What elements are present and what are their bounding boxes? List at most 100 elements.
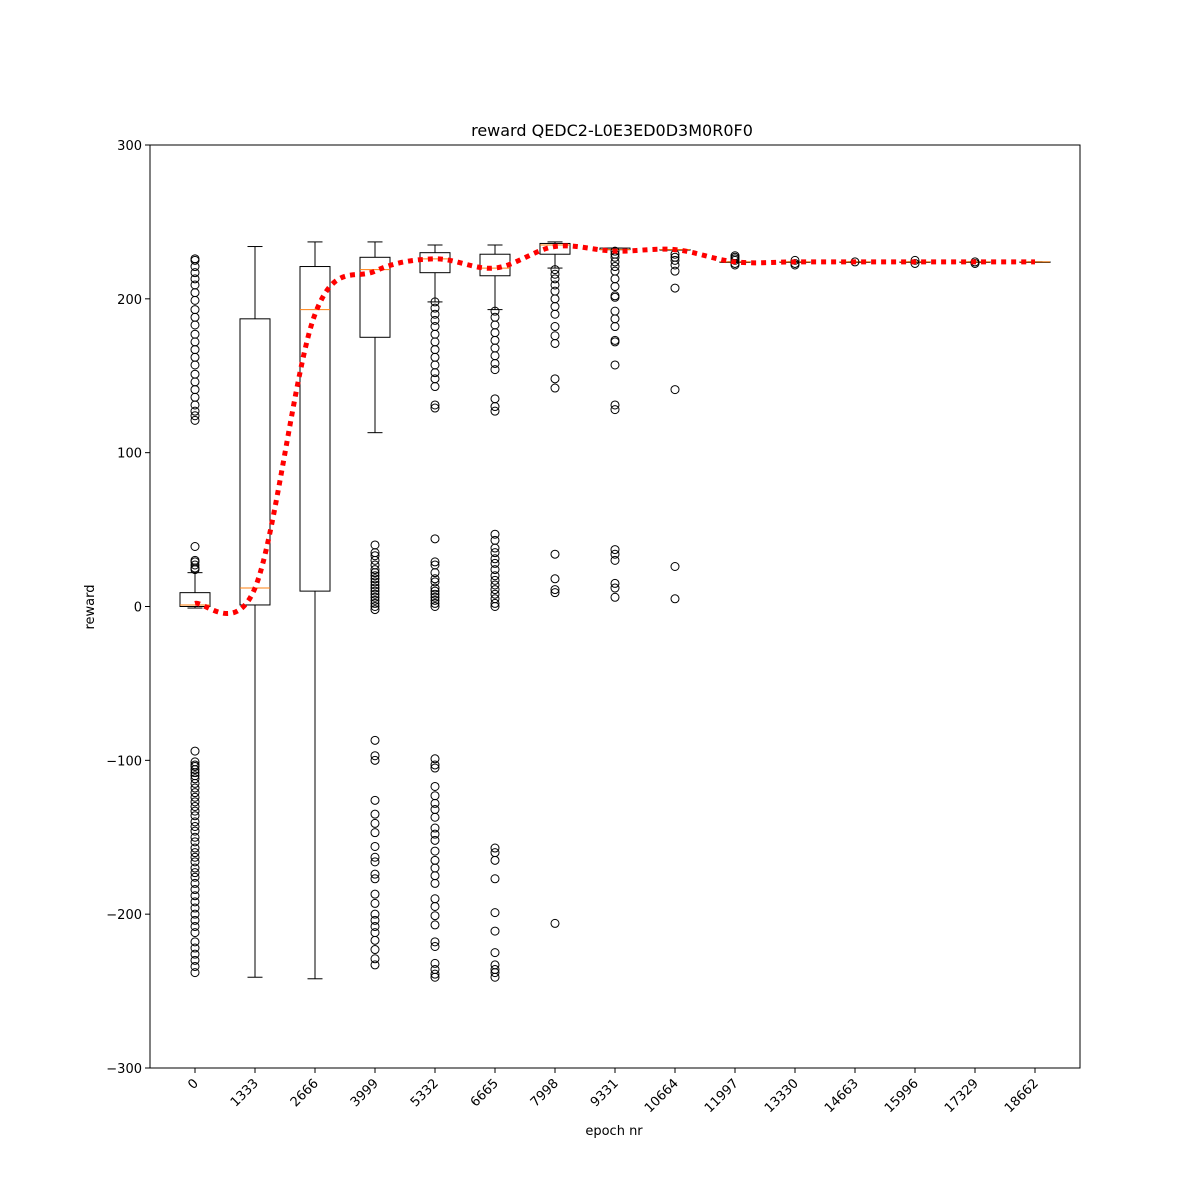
outlier-point <box>550 294 560 304</box>
x-tick-label: 6665 <box>468 1076 502 1110</box>
outlier-point <box>190 968 200 978</box>
outlier-point <box>190 832 200 842</box>
outlier-point <box>190 555 200 565</box>
outlier-point <box>430 345 440 355</box>
outlier-point <box>370 935 380 945</box>
outlier-point <box>490 960 500 970</box>
outlier-point <box>490 351 500 361</box>
outlier-point <box>430 577 440 587</box>
x-tick-label: 18662 <box>1002 1076 1042 1116</box>
outlier-point <box>430 835 440 845</box>
outlier-point <box>370 577 380 587</box>
outlier-point <box>190 392 200 402</box>
x-tick-label: 11997 <box>702 1076 742 1116</box>
y-tick-label: 100 <box>117 447 142 462</box>
outlier-point <box>190 377 200 387</box>
outlier-point <box>610 583 620 593</box>
outlier-point <box>670 283 680 293</box>
outlier-point <box>610 578 620 588</box>
outlier-point <box>550 574 560 584</box>
outlier-point <box>430 901 440 911</box>
box-group <box>599 246 631 602</box>
outlier-point <box>370 874 380 884</box>
outlier-point <box>370 945 380 955</box>
outlier-point <box>190 817 200 827</box>
box-group <box>539 241 571 928</box>
outlier-point <box>370 589 380 599</box>
outlier-point <box>370 809 380 819</box>
outlier-point <box>430 763 440 773</box>
outlier-point <box>190 765 200 775</box>
box <box>419 252 451 274</box>
box-group <box>419 244 451 982</box>
outlier-point <box>430 823 440 833</box>
outlier-point <box>670 562 680 572</box>
outlier-point <box>370 889 380 899</box>
outlier-point <box>190 821 200 831</box>
outlier-point <box>550 322 560 332</box>
outlier-point <box>190 400 200 410</box>
y-tick-label: 200 <box>117 293 142 308</box>
outlier-point <box>490 394 500 404</box>
outlier-point <box>430 972 440 982</box>
x-tick-label: 7998 <box>528 1076 562 1110</box>
outlier-point <box>370 954 380 964</box>
outlier-point <box>550 269 560 279</box>
box <box>359 256 391 338</box>
outlier-point <box>190 312 200 322</box>
outlier-point <box>190 792 200 802</box>
x-axis: 0 1333 2666 3999 5332 6665 7998 9331 10664 11997 1… <box>185 1068 1042 1116</box>
outlier-point <box>550 274 560 284</box>
outlier-point <box>190 797 200 807</box>
outlier-point <box>430 798 440 808</box>
outlier-point <box>370 818 380 828</box>
outlier-point <box>610 306 620 316</box>
outlier-point <box>190 872 200 882</box>
outlier-point <box>970 257 980 267</box>
outlier-point <box>490 968 500 978</box>
outlier-point <box>430 781 440 791</box>
outlier-point <box>610 545 620 555</box>
outlier-point <box>550 585 560 595</box>
x-tick-label: 14663 <box>822 1076 862 1116</box>
outlier-point <box>190 411 200 421</box>
outlier-point <box>430 403 440 413</box>
outlier-point <box>610 335 620 345</box>
outlier-point <box>190 329 200 339</box>
outlier-point <box>430 560 440 570</box>
outlier-point <box>550 286 560 296</box>
outlier-point <box>430 303 440 313</box>
outlier-point <box>490 848 500 858</box>
outlier-point <box>490 908 500 918</box>
outlier-point <box>430 360 440 370</box>
outlier-point <box>190 806 200 816</box>
outlier-point <box>610 322 620 332</box>
outlier-point <box>490 843 500 853</box>
outlier-point <box>370 583 380 593</box>
outlier-point <box>190 360 200 370</box>
outlier-point <box>190 369 200 379</box>
box-group <box>299 241 331 980</box>
outlier-point <box>190 542 200 552</box>
y-tick-label: −100 <box>106 754 142 769</box>
outlier-point <box>430 315 440 325</box>
outlier-point <box>430 337 440 347</box>
outlier-point <box>370 586 380 596</box>
outlier-point <box>190 857 200 867</box>
x-tick-label: 17329 <box>942 1076 982 1116</box>
outlier-point <box>190 878 200 888</box>
outlier-point <box>430 941 440 951</box>
x-tick-label: 2666 <box>288 1076 322 1110</box>
outlier-point <box>430 920 440 930</box>
outlier-point <box>490 594 500 604</box>
outlier-point <box>190 891 200 901</box>
outlier-point <box>370 921 380 931</box>
outlier-point <box>190 774 200 784</box>
outlier-point <box>370 598 380 608</box>
outlier-point <box>490 543 500 553</box>
box-group <box>659 249 691 604</box>
outlier-point <box>370 928 380 938</box>
outlier-point <box>550 302 560 312</box>
outlier-point <box>490 312 500 322</box>
outlier-point <box>190 852 200 862</box>
